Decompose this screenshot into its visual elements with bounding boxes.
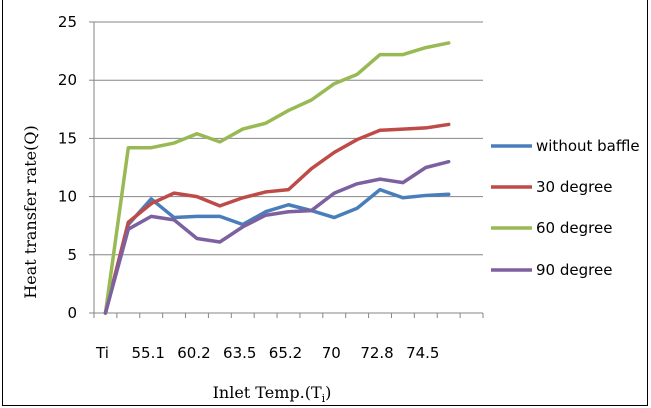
x-tick-label: Ti [95, 344, 109, 362]
x-tick-label: 65.2 [269, 344, 302, 362]
data-point [401, 53, 405, 57]
data-point [401, 127, 405, 131]
data-point [332, 150, 336, 154]
data-point [332, 216, 336, 220]
data-point [378, 53, 382, 57]
x-tick-labels: Ti 55.1 60.2 63.5 65.2 70 72.8 74.5 [95, 344, 439, 362]
data-point [126, 146, 130, 150]
data-point [264, 213, 268, 217]
legend-label: 60 degree [536, 219, 612, 237]
data-point [355, 182, 359, 186]
x-tick-label: 63.5 [223, 344, 256, 362]
data-point [218, 214, 222, 218]
data-point [401, 181, 405, 185]
y-axis-title: Heat transfer rate(Q) [21, 125, 40, 298]
y-tick-labels: 0 5 10 15 20 25 [58, 13, 77, 322]
data-point [287, 210, 290, 214]
data-point [287, 108, 290, 112]
data-point [447, 192, 451, 196]
series-line-3 [103, 159, 451, 315]
y-tick-label: 10 [58, 188, 77, 206]
series-line-2 [103, 41, 451, 315]
data-point [355, 72, 359, 76]
data-point [309, 98, 313, 102]
x-tick-label: 74.5 [406, 344, 439, 362]
data-point [149, 214, 153, 218]
y-tick-label: 5 [67, 246, 77, 264]
series-line-0 [103, 187, 451, 315]
y-tick-label: 20 [58, 71, 77, 89]
legend: without baffle 30 degree 60 degree 90 degre… [491, 137, 640, 279]
data-point [149, 146, 153, 150]
data-point [287, 203, 290, 207]
data-point [241, 196, 245, 200]
legend-label: without baffle [536, 137, 640, 155]
series-lines [103, 41, 451, 315]
data-point [195, 237, 199, 241]
data-point [126, 227, 130, 231]
data-point [378, 188, 382, 192]
data-point [424, 193, 428, 197]
data-point [195, 132, 199, 136]
y-tick-label: 25 [58, 13, 77, 31]
data-point [309, 167, 313, 171]
data-point [447, 160, 451, 164]
y-tick-label: 15 [58, 129, 77, 147]
x-axis-title: Inlet Temp.(Ti) [213, 383, 332, 405]
axes [89, 21, 484, 318]
data-point [195, 195, 199, 199]
data-point [172, 191, 176, 195]
data-point [172, 218, 176, 222]
data-point [195, 214, 199, 218]
data-point [309, 209, 313, 213]
gridlines [94, 21, 483, 256]
data-point [218, 204, 222, 208]
data-point [149, 197, 153, 201]
legend-label: 90 degree [536, 261, 612, 279]
data-point [218, 240, 222, 244]
data-point [103, 311, 107, 315]
y-tick-label: 0 [67, 304, 77, 322]
data-point [149, 202, 153, 206]
data-point [355, 206, 359, 210]
data-point [332, 191, 336, 195]
data-point [355, 138, 359, 142]
data-point [241, 225, 245, 229]
data-point [287, 188, 290, 192]
data-point [378, 128, 382, 132]
data-point [218, 140, 222, 144]
data-point [172, 141, 176, 145]
x-tick-label: 60.2 [177, 344, 210, 362]
x-axis-title-subscript: i [322, 392, 326, 405]
data-point [424, 46, 428, 50]
data-point [378, 177, 382, 181]
data-point [332, 82, 336, 86]
data-point [447, 41, 451, 45]
data-point [264, 210, 268, 214]
series-line-1 [103, 122, 451, 315]
data-point [424, 166, 428, 169]
data-point [126, 220, 130, 224]
data-point [401, 196, 405, 200]
data-point [264, 190, 268, 194]
data-point [447, 122, 451, 126]
x-axis-title-main: Inlet Temp.(T [213, 383, 322, 402]
data-point [241, 127, 245, 131]
data-point [424, 126, 428, 130]
x-axis-title-end: ) [325, 383, 331, 402]
x-tick-label: 70 [322, 344, 341, 362]
x-tick-label: 72.8 [360, 344, 393, 362]
x-tick-label: 55.1 [132, 344, 165, 362]
legend-label: 30 degree [536, 178, 612, 196]
data-point [264, 121, 268, 125]
